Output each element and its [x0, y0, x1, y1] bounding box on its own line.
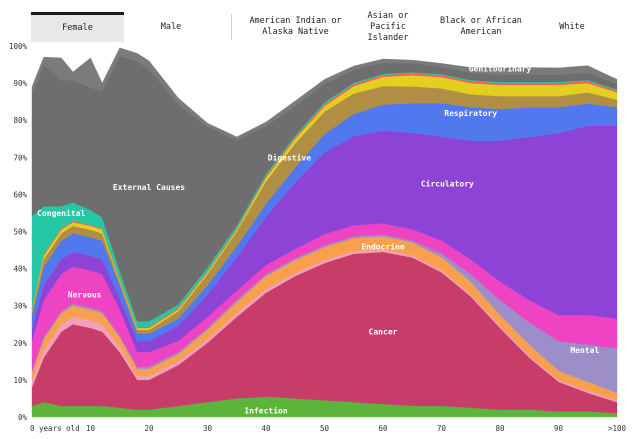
- area-label-infection: Infection: [244, 405, 288, 415]
- x-tick-label: 90: [554, 424, 564, 433]
- x-tick-label: >100: [608, 424, 627, 433]
- x-tick-label: 20: [144, 424, 154, 433]
- x-tick-label: 40: [261, 424, 271, 433]
- tab-black-or-african-american[interactable]: Black or African American: [436, 12, 526, 42]
- x-tick-label: 50: [320, 424, 330, 433]
- tab-label: Asian or Pacific Islander: [367, 10, 409, 43]
- x-tick-label: 30: [203, 424, 213, 433]
- tab-asian-or-pacific-islander[interactable]: Asian or Pacific Islander: [348, 10, 428, 43]
- tab-divider: [231, 14, 232, 40]
- area-label-external-causes: External Causes: [113, 183, 185, 192]
- area-label-congenital: Congenital: [37, 208, 85, 218]
- area-label-mental: Mental: [570, 346, 599, 355]
- x-tick-label: 0 years old: [30, 424, 80, 433]
- x-tick-label: 80: [495, 424, 505, 433]
- tab-label: American Indian or Alaska Native: [249, 16, 342, 37]
- area-label-endocrine: Endocrine: [361, 241, 405, 251]
- x-tick-label: 70: [437, 424, 447, 433]
- tab-white[interactable]: White: [532, 12, 612, 42]
- y-tick-label: 70%: [13, 153, 27, 162]
- tab-label: Male: [160, 21, 182, 32]
- area-label-nervous: Nervous: [68, 291, 102, 300]
- tab-male[interactable]: Male: [126, 12, 216, 42]
- area-label-cancer: Cancer: [369, 328, 398, 337]
- area-label-respiratory: Respiratory: [444, 108, 497, 118]
- area-label-other: Other: [166, 57, 190, 66]
- x-tick-label: 10: [86, 424, 96, 433]
- y-tick-label: 100%: [9, 42, 28, 51]
- y-tick-label: 0%: [18, 413, 28, 422]
- tab-label: White: [559, 21, 585, 32]
- y-tick-label: 80%: [13, 116, 27, 125]
- area-other: [31, 47, 618, 141]
- y-tick-label: 30%: [13, 302, 27, 311]
- y-tick-label: 90%: [13, 79, 27, 88]
- tab-american-indian-or-alaska-native[interactable]: American Indian or Alaska Native: [243, 12, 348, 42]
- x-tick-label: 60: [378, 424, 388, 433]
- area-label-circulatory: Circulatory: [421, 178, 474, 188]
- category-tabs: Female Male American Indian or Alaska Na…: [0, 0, 640, 46]
- y-tick-label: 40%: [13, 265, 27, 274]
- tab-female[interactable]: Female: [31, 12, 124, 42]
- y-tick-label: 60%: [13, 190, 27, 199]
- y-tick-label: 20%: [13, 339, 27, 348]
- tab-label: Female: [62, 23, 93, 33]
- y-tick-label: 10%: [13, 376, 27, 385]
- area-label-genitourinary: Genitourinary: [469, 63, 532, 73]
- tab-label: Black or African American: [440, 16, 522, 37]
- area-label-digestive: Digestive: [268, 152, 312, 162]
- y-tick-label: 50%: [13, 228, 27, 237]
